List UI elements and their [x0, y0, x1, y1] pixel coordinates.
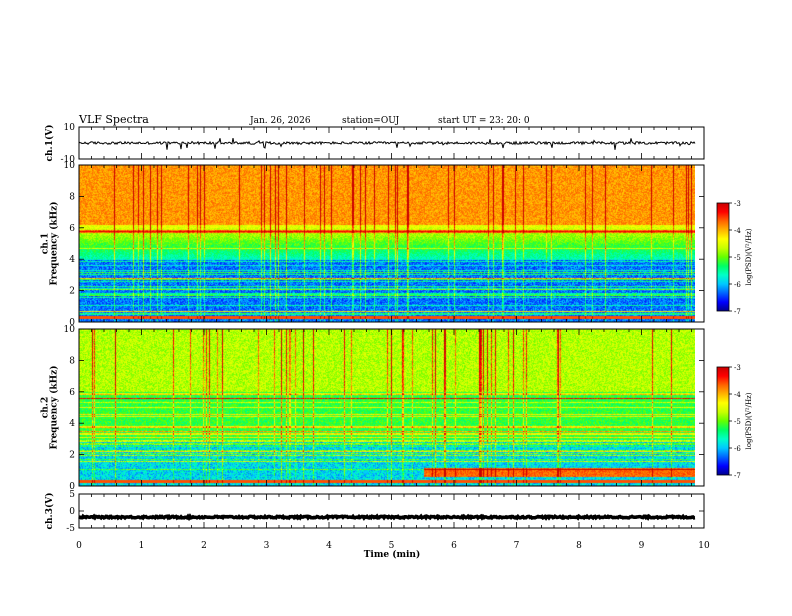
panel-ch2-spectrogram: 0 2 4 6 8 10 ch.2 Frequency (kHz) -3 -4 -5 -6 -7 log(…	[41, 325, 754, 492]
x-tick-label: 3	[264, 541, 270, 551]
y-tick-label: 4	[69, 255, 75, 265]
ch1-waveform-trace	[78, 138, 696, 150]
spectrogram-image	[79, 329, 695, 486]
spectrogram-image	[79, 165, 695, 322]
colorbar-tick-label: -5	[734, 418, 741, 426]
y-tick-label: 10	[64, 161, 76, 171]
colorbar-tick-label: -3	[734, 364, 741, 372]
colorbar-tick-label: -6	[734, 281, 741, 289]
y-tick-label: 0	[69, 482, 75, 492]
x-tick-label: 9	[639, 541, 645, 551]
x-tick-label: 7	[514, 541, 520, 551]
panel-ch1-spectrogram: 0 2 4 6 8 10 ch.1 Frequency (kHz) -3 -4 -5 -6 -7 log(…	[41, 161, 754, 328]
y-tick-label: 0	[69, 507, 75, 517]
colorbar-tick-label: -3	[734, 200, 741, 208]
y-axis-title: ch.3(V)	[44, 493, 55, 530]
colorbar-tick-label: -4	[734, 391, 741, 399]
date-label: Jan. 26, 2026	[249, 116, 311, 126]
colorbar-tick-label: -5	[734, 254, 741, 262]
y-axis-title: ch.1	[41, 233, 51, 254]
x-tick-label: 2	[201, 541, 207, 551]
colorbar-scale	[716, 202, 730, 312]
y-axis-title: ch.2	[41, 397, 51, 418]
x-tick-label: 4	[326, 541, 332, 551]
y-tick-label: -5	[66, 524, 75, 534]
x-tick-label: 1	[139, 541, 145, 551]
y-tick-label: 0	[69, 318, 75, 328]
colorbar-tick-label: -7	[734, 472, 741, 480]
colorbar-tick-label: -6	[734, 445, 741, 453]
panel-ch1-waveform: 10 -10 ch.1(V)	[44, 123, 705, 165]
y-axis-title: ch.1(V)	[44, 125, 55, 162]
x-tick-label: 6	[451, 541, 457, 551]
colorbar-scale	[716, 366, 730, 476]
y-tick-label: 6	[69, 224, 75, 234]
y-tick-label: 8	[69, 192, 75, 202]
colorbar: -3 -4 -5 -6 -7 log(PSD)(V²/Hz)	[716, 364, 753, 480]
y-axis-title: Frequency (kHz)	[49, 201, 60, 285]
y-tick-label: 2	[69, 287, 75, 297]
y-tick-label: -10	[61, 155, 76, 165]
y-tick-label: 6	[69, 388, 75, 398]
x-axis-title: Time (min)	[364, 549, 421, 560]
y-tick-label: 10	[64, 123, 76, 133]
start-time-label: start UT = 23: 20: 0	[438, 116, 530, 126]
y-tick-label: 8	[69, 356, 75, 366]
y-tick-label: 10	[64, 325, 76, 335]
colorbar-tick-label: -4	[734, 227, 741, 235]
colorbar-tick-label: -7	[734, 308, 741, 316]
x-tick-label: 0	[76, 541, 82, 551]
figure-title: VLF Spectra	[78, 113, 149, 126]
colorbar-label: log(PSD)(V²/Hz)	[745, 228, 753, 285]
colorbar: -3 -4 -5 -6 -7 log(PSD)(V²/Hz)	[716, 200, 753, 316]
y-tick-label: 5	[69, 490, 75, 500]
x-tick-label: 8	[576, 541, 582, 551]
ch3-waveform-trace	[78, 513, 696, 522]
y-axis-title: Frequency (kHz)	[49, 365, 60, 449]
x-tick-label: 5	[389, 541, 395, 551]
x-tick-label: 10	[698, 541, 710, 551]
x-axis: 0 1 2 3 4 5 6 7 8 9 10	[76, 541, 710, 551]
y-tick-label: 2	[69, 451, 75, 461]
panel-ch3-waveform: 5 0 -5 ch.3(V)	[44, 490, 705, 534]
y-tick-label: 4	[69, 419, 75, 429]
station-label: station=OUJ	[342, 116, 400, 126]
colorbar-label: log(PSD)(V²/Hz)	[745, 392, 753, 449]
